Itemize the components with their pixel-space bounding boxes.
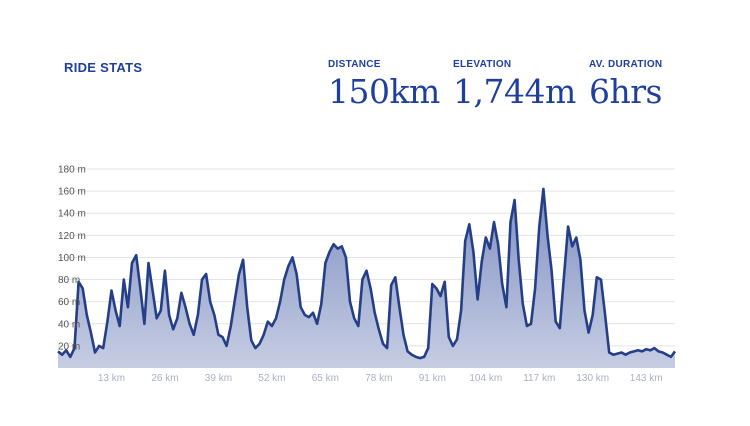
stat-distance: DISTANCE 150km: [328, 59, 440, 111]
y-tick-label: 160 m: [58, 187, 86, 198]
y-tick-label: 80 m: [58, 275, 80, 286]
y-tick-label: 20 m: [58, 341, 80, 352]
elevation-area: [58, 188, 675, 368]
x-tick-label: 52 km: [258, 373, 285, 384]
x-tick-label: 104 km: [469, 373, 502, 384]
stat-duration: AV. DURATION 6hrs: [589, 59, 662, 111]
x-tick-label: 130 km: [576, 373, 609, 384]
y-tick-label: 120 m: [58, 231, 86, 242]
stat-elevation-value: 1,744m: [453, 72, 576, 111]
x-tick-label: 65 km: [312, 373, 339, 384]
elevation-line: [57, 187, 677, 360]
x-axis-ticks: 13 km 26 km 39 km 52 km 65 km 78 km 91 km 104 k…: [98, 373, 663, 384]
x-tick-label: 78 km: [365, 373, 392, 384]
x-tick-label: 143 km: [630, 373, 663, 384]
page-title: RIDE STATS: [64, 60, 143, 75]
y-tick-label: 180 m: [58, 165, 86, 176]
stat-elevation-label: ELEVATION: [453, 59, 512, 70]
x-tick-label: 117 km: [523, 373, 555, 384]
y-tick-label: 100 m: [58, 253, 86, 264]
stat-duration-label: AV. DURATION: [589, 59, 663, 70]
x-tick-label: 91 km: [419, 373, 446, 384]
y-tick-label: 60 m: [58, 297, 80, 308]
elevation-area-group: [57, 187, 677, 368]
stat-elevation: ELEVATION 1,744m: [453, 59, 576, 111]
x-tick-label: 26 km: [151, 373, 178, 384]
y-tick-label: 40 m: [58, 319, 80, 330]
y-tick-label: 140 m: [58, 209, 86, 220]
stat-duration-value: 6hrs: [589, 72, 662, 111]
x-tick-label: 39 km: [205, 373, 232, 384]
x-tick-label: 13 km: [98, 373, 125, 384]
y-axis-ticks: 20 m 40 m 60 m 80 m 100 m 120 m 140 m 160 m 180 …: [58, 165, 86, 353]
stat-distance-label: DISTANCE: [328, 59, 381, 70]
stat-distance-value: 150km: [328, 72, 440, 111]
